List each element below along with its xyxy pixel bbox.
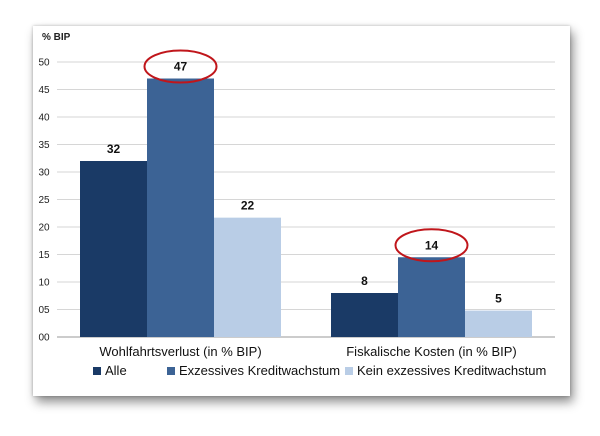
bar — [465, 310, 532, 337]
category-label: Wohlfahrtsverlust (in % BIP) — [99, 344, 261, 359]
y-tick-label: 00 — [38, 333, 50, 344]
y-tick-label: 35 — [38, 140, 50, 151]
y-axis-title: % BIP — [42, 32, 71, 43]
data-label: 14 — [425, 238, 439, 252]
legend-label: Alle — [105, 363, 127, 378]
highlight-ring — [143, 49, 218, 84]
y-tick-label: 50 — [38, 58, 50, 69]
y-tick-label: 05 — [38, 305, 50, 316]
bar — [398, 257, 465, 337]
data-label: 22 — [241, 199, 255, 213]
data-label: 8 — [361, 274, 368, 288]
legend: Alle Exzessives Kreditwachstum Kein exzess… — [93, 363, 546, 378]
y-tick-label: 45 — [38, 85, 50, 96]
legend-swatch — [345, 367, 353, 375]
y-tick-label: 10 — [38, 278, 50, 289]
y-tick-label: 15 — [38, 250, 50, 261]
category-label: Fiskalische Kosten (in % BIP) — [346, 344, 517, 359]
y-tick-label: 30 — [38, 168, 50, 179]
category-labels: Wohlfahrtsverlust (in % BIP) Fiskalische … — [99, 344, 516, 359]
highlight-rings — [143, 49, 469, 263]
bar — [147, 78, 214, 337]
bar — [331, 293, 398, 337]
legend-swatch — [167, 367, 175, 375]
data-label: 32 — [107, 142, 121, 156]
legend-swatch — [93, 367, 101, 375]
bar — [214, 217, 281, 337]
bars — [80, 78, 532, 337]
bar — [80, 161, 147, 337]
y-tick-labels: 00 05 10 15 20 25 30 35 40 45 50 — [38, 58, 50, 344]
data-labels: 32 47 22 8 14 5 — [107, 60, 502, 306]
data-label: 47 — [174, 60, 188, 74]
y-tick-label: 20 — [38, 223, 50, 234]
highlight-ring — [394, 228, 469, 263]
y-tick-label: 25 — [38, 195, 50, 206]
legend-label: Exzessives Kreditwachstum — [179, 363, 340, 378]
y-tick-label: 40 — [38, 113, 50, 124]
data-label: 5 — [495, 292, 502, 306]
legend-label: Kein exzessives Kreditwachstum — [357, 363, 546, 378]
